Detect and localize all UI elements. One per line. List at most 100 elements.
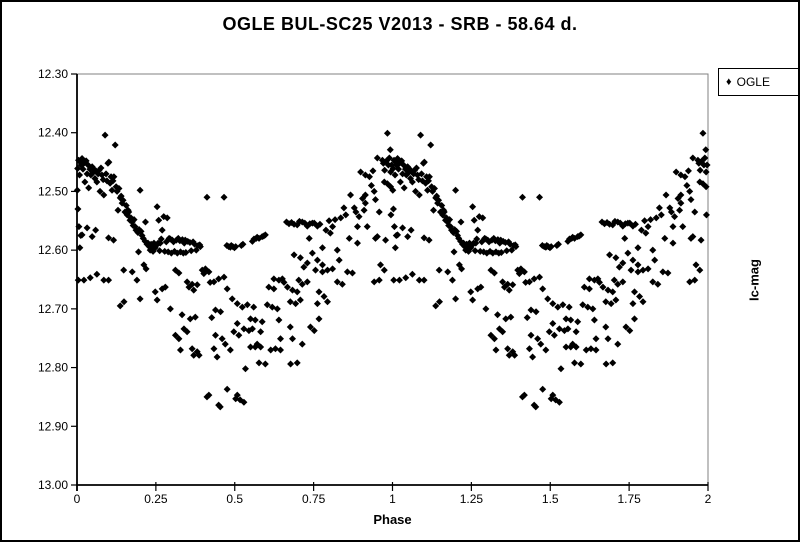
data-point xyxy=(536,273,544,281)
data-point xyxy=(702,168,710,176)
data-point xyxy=(394,231,402,239)
data-point xyxy=(391,171,399,179)
data-point xyxy=(400,184,408,192)
data-point xyxy=(136,295,144,303)
data-point xyxy=(542,346,550,354)
data-point xyxy=(532,308,540,316)
data-point xyxy=(420,234,428,242)
data-point xyxy=(391,244,399,252)
data-point xyxy=(283,283,291,291)
data-point xyxy=(315,315,323,323)
data-point xyxy=(399,224,407,232)
data-point xyxy=(536,193,544,201)
data-point xyxy=(263,301,271,309)
data-point xyxy=(647,216,655,224)
data-point xyxy=(469,296,477,304)
data-point xyxy=(340,204,348,212)
data-point xyxy=(133,276,141,284)
data-point xyxy=(697,236,705,244)
data-point xyxy=(418,170,426,178)
data-point xyxy=(527,331,535,339)
data-point xyxy=(677,191,685,199)
data-point xyxy=(417,131,425,139)
data-point xyxy=(387,211,395,219)
data-point xyxy=(217,308,225,316)
data-point xyxy=(193,281,201,289)
data-point xyxy=(73,186,81,194)
data-point xyxy=(293,288,301,296)
data-point xyxy=(425,173,433,181)
data-point xyxy=(161,283,169,291)
data-point xyxy=(547,243,555,251)
data-point xyxy=(333,246,341,254)
data-point xyxy=(315,288,323,296)
data-point xyxy=(248,325,256,333)
data-point xyxy=(589,305,597,313)
data-point xyxy=(637,226,645,234)
data-point xyxy=(549,391,557,399)
y-tick-label: 12.40 xyxy=(38,126,68,140)
data-point xyxy=(452,186,460,194)
data-point xyxy=(624,249,632,257)
data-point xyxy=(644,223,652,231)
data-point xyxy=(407,226,415,234)
data-point xyxy=(220,193,228,201)
data-point xyxy=(125,208,133,216)
data-point xyxy=(634,244,642,252)
data-points xyxy=(73,129,711,411)
data-point xyxy=(520,391,528,399)
data-point xyxy=(494,311,502,319)
data-point xyxy=(182,248,190,256)
data-point xyxy=(93,178,101,186)
data-point xyxy=(564,325,572,333)
data-point xyxy=(331,216,339,224)
data-point xyxy=(247,343,255,351)
x-tick-label: 2 xyxy=(705,492,712,506)
data-point xyxy=(175,269,183,277)
data-point xyxy=(187,247,195,255)
data-point xyxy=(271,345,279,353)
data-point xyxy=(592,335,600,343)
data-point xyxy=(689,233,697,241)
data-point xyxy=(318,261,326,269)
data-point xyxy=(303,259,311,267)
data-point xyxy=(212,331,220,339)
data-point xyxy=(88,233,96,241)
data-point xyxy=(544,295,552,303)
data-point xyxy=(333,278,341,286)
data-point xyxy=(183,328,191,336)
data-point xyxy=(649,278,657,286)
data-point xyxy=(539,285,547,293)
data-point xyxy=(687,196,695,204)
data-point xyxy=(110,236,118,244)
data-point xyxy=(166,305,174,313)
data-point xyxy=(473,235,481,243)
data-point xyxy=(471,247,479,255)
data-point xyxy=(380,266,388,274)
data-point xyxy=(639,298,647,306)
x-tick-label: 0.5 xyxy=(226,492,243,506)
data-point xyxy=(525,345,533,353)
data-point xyxy=(230,328,238,336)
data-point xyxy=(324,298,332,306)
data-point xyxy=(412,164,420,172)
data-point xyxy=(142,265,150,273)
data-point xyxy=(626,327,634,335)
data-point xyxy=(251,316,259,324)
data-point xyxy=(692,261,700,269)
data-point xyxy=(504,345,512,353)
data-point xyxy=(572,343,580,351)
data-point xyxy=(676,206,684,214)
data-point xyxy=(689,154,697,162)
data-point xyxy=(93,270,101,278)
data-point xyxy=(102,170,110,178)
data-point xyxy=(190,286,198,294)
data-point xyxy=(240,398,248,406)
data-point xyxy=(342,211,350,219)
data-point xyxy=(545,328,553,336)
data-point xyxy=(701,154,709,162)
data-point xyxy=(151,288,159,296)
data-point xyxy=(554,240,562,248)
data-point xyxy=(258,318,266,326)
data-point xyxy=(136,186,144,194)
